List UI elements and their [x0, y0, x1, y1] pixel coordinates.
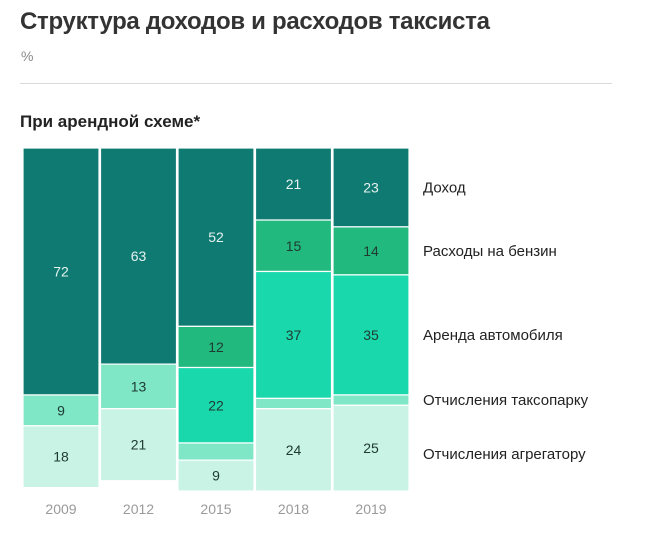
- legend-item: Аренда автомобиля: [423, 327, 563, 344]
- data-label: 72: [53, 263, 69, 279]
- bar-segment-2019-2: [332, 274, 410, 396]
- bar-segment-2015-2: [177, 366, 255, 444]
- bar-segment-2018-4: [254, 408, 333, 492]
- data-label: 9: [57, 402, 65, 418]
- bar-segment-2019-4: [332, 404, 410, 492]
- bar-segment-2009-3: [22, 394, 100, 427]
- data-label: 14: [363, 243, 379, 259]
- data-label: 21: [131, 437, 147, 453]
- data-label: 22: [208, 397, 224, 413]
- data-label: 13: [131, 378, 147, 394]
- bar-segment-2012-0: [99, 147, 178, 365]
- data-label: 37: [286, 327, 302, 343]
- data-label: 18: [53, 449, 69, 465]
- bar-segment-2018-2: [254, 270, 333, 399]
- data-label: 12: [208, 339, 224, 355]
- bar-segment-2012-4: [99, 408, 178, 482]
- x-tick-label: 2015: [200, 501, 231, 517]
- bar-segment-2015-4: [177, 459, 255, 492]
- bar-segment-2009-0: [22, 147, 100, 396]
- data-label: 25: [363, 440, 379, 456]
- legend-item: Доход: [423, 179, 466, 196]
- data-label: 15: [286, 238, 302, 254]
- data-label: 35: [363, 327, 379, 343]
- data-label: 24: [286, 442, 302, 458]
- legend-item: Отчисления таксопарку: [423, 392, 589, 409]
- data-label: 9: [212, 468, 220, 484]
- chart-subtitle: При арендной схеме*: [20, 112, 201, 131]
- bar-segment-2015-1: [177, 325, 255, 369]
- unit-label: %: [21, 48, 34, 64]
- bar-segment-2015-0: [177, 147, 255, 327]
- bar-segment-2019-0: [332, 147, 410, 228]
- x-tick-label: 2012: [123, 501, 154, 517]
- data-label: 52: [208, 229, 224, 245]
- x-tick-label: 2019: [355, 501, 386, 517]
- bar-segment-2019-1: [332, 226, 410, 276]
- bar-segment-2009-4: [22, 425, 100, 489]
- legend-item: Отчисления агрегатору: [423, 446, 586, 463]
- data-label: 21: [286, 176, 302, 192]
- bar-segment-2018-1: [254, 219, 333, 273]
- x-tick-label: 2018: [278, 501, 309, 517]
- legend-item: Расходы на бензин: [423, 243, 557, 260]
- chart-title: Структура доходов и расходов таксиста: [20, 8, 490, 35]
- bar-segment-2012-3: [99, 363, 178, 410]
- bar-segment-2015-3: [177, 442, 255, 461]
- divider: [20, 83, 612, 84]
- data-label: 23: [363, 179, 379, 195]
- bar-segment-2018-0: [254, 147, 333, 221]
- data-label: 63: [131, 248, 147, 264]
- x-tick-label: 2009: [45, 501, 76, 517]
